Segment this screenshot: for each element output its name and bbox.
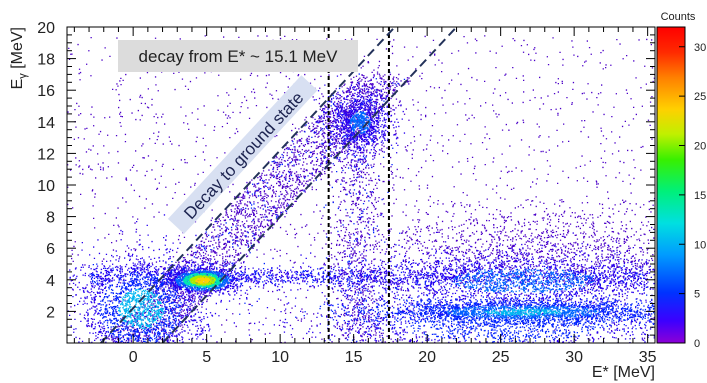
- y-tick-label: 6: [46, 241, 55, 258]
- y-tick-label: 4: [46, 273, 55, 290]
- y-tick-label: 12: [37, 146, 55, 163]
- y-tick-label: 20: [37, 20, 55, 37]
- heatmap-cells-level-5: [182, 272, 223, 289]
- x-tick-label: 30: [565, 349, 583, 366]
- heatmap-cells-level-0: [67, 35, 655, 343]
- x-tick-label: 0: [129, 349, 138, 366]
- heatmap-cells-level-7: [189, 275, 216, 286]
- heatmap-cells-level-2: [89, 71, 655, 343]
- colorbar-tick-label: 5: [694, 289, 700, 301]
- colorbar-tick-label: 30: [694, 42, 706, 54]
- heatmap-cells-level-8: [195, 277, 211, 284]
- colorbar-tick-label: 15: [694, 190, 706, 202]
- x-tick-label: 35: [639, 349, 657, 366]
- x-tick-label: 15: [345, 349, 363, 366]
- x-axis-title: E* [MeV]: [592, 364, 655, 381]
- colorbar-tick-label: 10: [694, 239, 706, 251]
- ground-state-upper-line: [100, 27, 396, 343]
- y-tick-label: 18: [37, 52, 55, 69]
- annotation-decay-15-1: decay from E* ~ 15.1 MeV: [139, 47, 339, 66]
- y-tick-label: 16: [37, 83, 55, 100]
- y-tick-label: 14: [37, 115, 55, 132]
- y-tick-label: 2: [46, 304, 55, 321]
- overlay-lines: [100, 27, 458, 343]
- colorbar: Counts 0 5 10 15 20 25 30: [656, 11, 706, 350]
- annotations: decay from E* ~ 15.1 MeV Decay to ground…: [118, 40, 358, 234]
- diagonal-label: Decay to ground state: [180, 88, 307, 223]
- ground-state-lower-line: [161, 27, 458, 343]
- y-axis-title: Eγ [MeV]: [9, 27, 29, 89]
- y-tick-label: 8: [46, 210, 55, 227]
- heatmap-cells-level-3: [174, 111, 601, 320]
- diagonal-label-box: [167, 75, 318, 234]
- x-tick-label: 20: [418, 349, 436, 366]
- colorbar-gradient: [656, 26, 686, 344]
- axis-ticks: 0 5 10 15 20 25 30 35 2 4 6 8 10 12 14 16 18 20: [37, 20, 656, 366]
- colorbar-tick-label: 20: [694, 141, 706, 153]
- x-tick-label: 5: [202, 349, 211, 366]
- colorbar-tick-label: 25: [694, 91, 706, 103]
- x-tick-label: 25: [492, 349, 510, 366]
- colorbar-tick-label: 0: [694, 338, 700, 350]
- y-tick-label: 10: [37, 178, 55, 195]
- colorbar-title: Counts: [661, 11, 696, 23]
- heatmap-points: [67, 35, 655, 343]
- x-tick-label: 10: [271, 349, 289, 366]
- annotation-box: [118, 40, 358, 72]
